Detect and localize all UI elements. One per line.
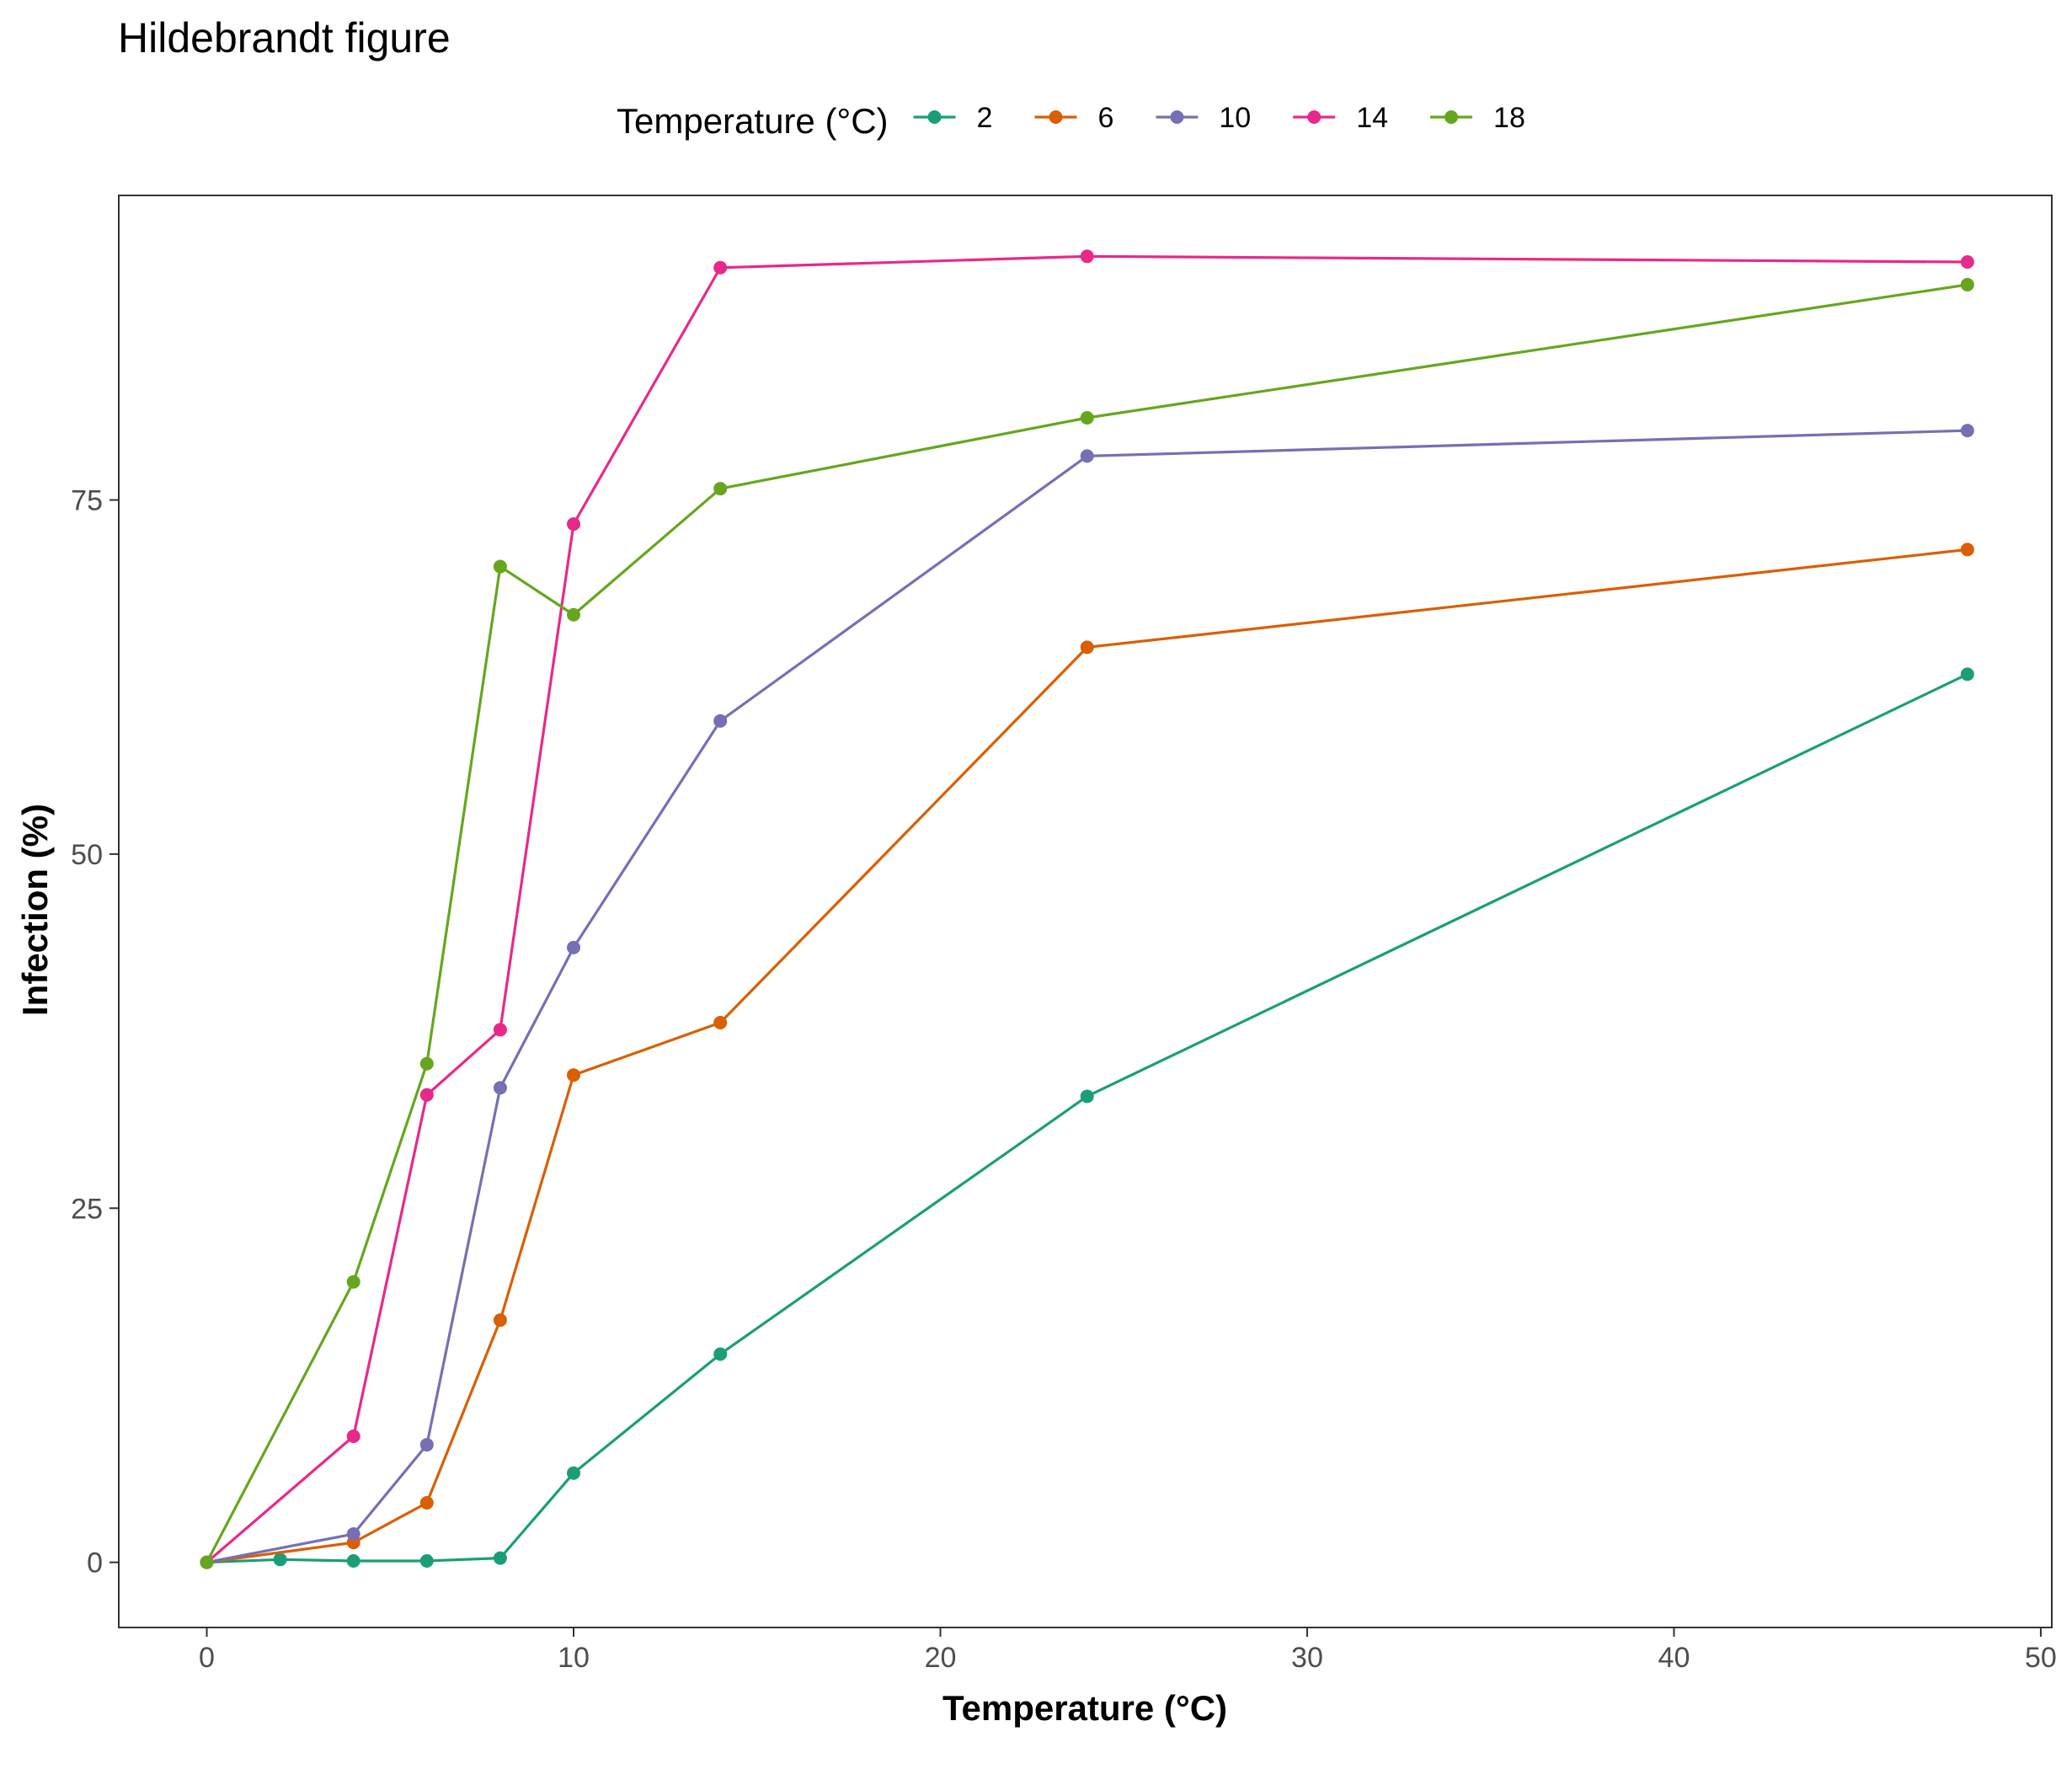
legend-key-point	[1170, 110, 1184, 124]
series-14	[200, 249, 1974, 1569]
data-point	[713, 482, 728, 496]
legend-key-point	[1307, 110, 1322, 124]
legend-item: 2	[913, 102, 993, 134]
x-tick-label: 30	[1291, 1642, 1323, 1674]
data-point	[346, 1275, 360, 1289]
data-point	[419, 1088, 434, 1102]
x-tick-label: 0	[199, 1642, 215, 1674]
data-point	[346, 1527, 360, 1542]
data-point	[200, 1555, 214, 1569]
series-line	[205, 283, 1969, 1564]
series-line	[205, 548, 1969, 1564]
plot-panel-border	[118, 195, 2053, 1628]
y-axis: 0 25 50 75	[71, 485, 119, 1579]
legend-key-point	[1049, 110, 1063, 124]
x-tick-label: 50	[2025, 1642, 2057, 1674]
y-tick-label: 0	[87, 1547, 103, 1579]
legend: Temperature (°C) 2 6 10 14 18	[617, 101, 1525, 141]
data-point	[1960, 277, 1974, 291]
x-axis-title: Temperature (°C)	[943, 1688, 1227, 1728]
data-point	[419, 1496, 434, 1510]
data-point	[567, 1466, 580, 1480]
data-point	[1960, 667, 1974, 681]
data-point	[1080, 449, 1094, 463]
data-point	[567, 1068, 580, 1082]
y-tick-label: 75	[71, 485, 103, 517]
series-10	[200, 424, 1974, 1569]
y-axis-title: Infection (%)	[15, 804, 55, 1016]
data-point	[346, 1430, 360, 1443]
series-layer	[200, 249, 1974, 1569]
legend-label: 2	[977, 102, 993, 134]
series-18	[200, 277, 1974, 1569]
data-point	[713, 260, 728, 275]
data-point	[493, 559, 507, 574]
x-tick-label: 40	[1658, 1642, 1690, 1674]
data-point	[713, 1016, 728, 1029]
data-point	[1080, 1089, 1094, 1104]
legend-items: 2 6 10 14 18	[913, 102, 1525, 134]
data-point	[567, 940, 580, 954]
data-point	[1080, 249, 1094, 264]
legend-label: 18	[1493, 102, 1525, 134]
y-tick-label: 50	[71, 839, 103, 871]
data-point	[419, 1438, 434, 1452]
data-point	[493, 1081, 507, 1095]
data-point	[567, 517, 580, 532]
y-tick-label: 25	[71, 1193, 103, 1225]
legend-key-point	[1445, 110, 1459, 124]
legend-item: 14	[1293, 102, 1388, 134]
data-point	[346, 1553, 360, 1568]
data-point	[1080, 411, 1094, 425]
data-point	[273, 1553, 287, 1567]
data-point	[713, 1347, 728, 1361]
data-point	[713, 713, 728, 728]
legend-item: 18	[1430, 102, 1525, 134]
data-point	[493, 1023, 507, 1037]
legend-label: 10	[1219, 102, 1251, 134]
legend-title: Temperature (°C)	[617, 101, 889, 141]
data-point	[419, 1553, 434, 1568]
data-point	[1080, 640, 1094, 655]
data-point	[493, 1551, 507, 1565]
data-point	[493, 1313, 507, 1328]
legend-label: 14	[1356, 102, 1388, 134]
legend-item: 10	[1156, 102, 1251, 134]
chart-title: Hildebrandt figure	[118, 14, 451, 61]
legend-item: 6	[1034, 102, 1113, 134]
x-axis: 0 10 20 30 40 50	[199, 1627, 2057, 1674]
series-2	[200, 667, 1974, 1569]
x-tick-label: 20	[925, 1642, 957, 1674]
data-point	[567, 607, 580, 622]
data-point	[1960, 255, 1974, 270]
x-tick-label: 10	[558, 1642, 590, 1674]
series-line	[205, 254, 1969, 1564]
data-point	[1960, 424, 1974, 438]
data-point	[1960, 542, 1974, 557]
series-line	[205, 429, 1969, 1564]
legend-key-point	[927, 110, 942, 124]
data-point	[419, 1056, 434, 1071]
legend-label: 6	[1097, 102, 1113, 134]
series-6	[200, 542, 1974, 1569]
